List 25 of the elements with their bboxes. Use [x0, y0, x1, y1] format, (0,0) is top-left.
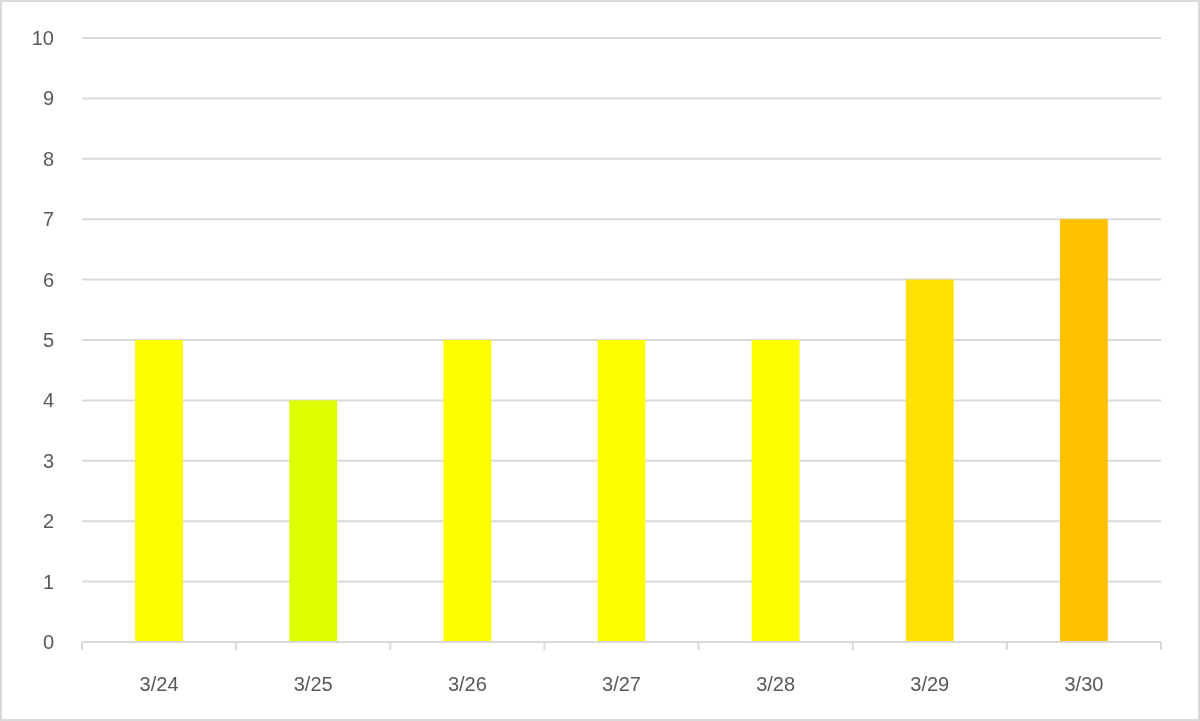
y-tick-label: 1 [42, 570, 54, 593]
bar [597, 340, 646, 642]
x-tick-label: 3/29 [910, 673, 950, 695]
bar [443, 340, 492, 642]
x-tick-label: 3/30 [1064, 673, 1104, 695]
y-tick-label: 5 [42, 329, 54, 351]
y-tick-label: 2 [42, 510, 54, 533]
bar [1060, 219, 1108, 642]
bar [905, 279, 954, 642]
x-tick-label: 3/26 [447, 673, 487, 695]
bar [289, 400, 338, 642]
x-tick-label: 3/28 [756, 673, 796, 695]
y-tick-label: 10 [31, 27, 54, 49]
x-tick-label: 3/24 [139, 673, 179, 695]
x-tick-label: 3/25 [293, 673, 333, 695]
y-tick-label: 8 [42, 147, 54, 170]
x-tick-label: 3/27 [602, 673, 641, 695]
bar [751, 340, 800, 642]
y-tick-label: 9 [42, 87, 54, 110]
y-tick-label: 0 [42, 631, 54, 653]
y-tick-label: 6 [42, 268, 54, 291]
bar [135, 340, 183, 642]
y-tick-label: 7 [42, 208, 54, 231]
y-tick-label: 3 [42, 449, 54, 472]
y-tick-label: 4 [42, 389, 54, 412]
